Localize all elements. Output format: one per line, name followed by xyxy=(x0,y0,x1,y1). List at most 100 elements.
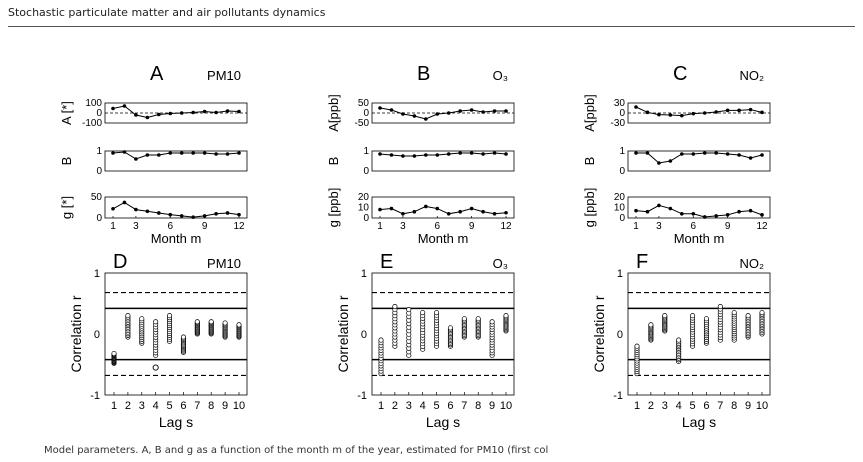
y-tick-label: 1 xyxy=(361,268,367,280)
x-axis-label: Lag s xyxy=(159,414,193,430)
lag-correlation-cluster xyxy=(194,319,200,337)
data-point xyxy=(714,214,718,218)
data-point xyxy=(424,117,428,121)
data-point xyxy=(714,151,718,155)
x-tick-label: 3 xyxy=(406,400,412,412)
header-rule xyxy=(8,26,855,27)
data-point xyxy=(134,157,138,161)
lag-correlation-cluster xyxy=(139,316,145,346)
data-point xyxy=(645,110,650,115)
data-point xyxy=(725,152,730,156)
x-tick-label: 4 xyxy=(153,400,159,412)
axes-box xyxy=(371,272,515,396)
lag-correlation-cluster xyxy=(717,303,723,343)
data-point xyxy=(214,110,218,115)
series-line xyxy=(379,107,506,120)
correlation-point xyxy=(222,320,228,326)
data-point xyxy=(145,209,150,214)
x-tick-label: 1 xyxy=(634,400,640,412)
data-point xyxy=(145,153,150,157)
y-tick-label: 1 xyxy=(619,146,625,157)
data-point xyxy=(122,200,127,205)
y-axis-label: A[ppb] xyxy=(326,94,341,132)
correlation-point xyxy=(461,316,467,322)
data-point xyxy=(634,105,638,109)
data-point xyxy=(237,151,241,155)
data-point xyxy=(122,104,127,108)
y-tick-label: 50 xyxy=(91,192,103,203)
lag-correlation-cluster xyxy=(489,319,495,358)
lag-correlation-cluster xyxy=(208,319,214,337)
correlation-point xyxy=(662,313,668,319)
x-tick-label: 5 xyxy=(689,400,695,412)
data-point xyxy=(168,151,173,155)
y-tick-label: 0 xyxy=(617,329,623,341)
x-tick-label: 10 xyxy=(500,400,512,412)
x-tick-label: 1 xyxy=(111,400,117,412)
data-point xyxy=(645,209,650,214)
data-point xyxy=(446,111,451,115)
lag-correlation-cluster xyxy=(125,313,131,340)
data-point xyxy=(504,109,508,113)
y-tick-label: 0 xyxy=(96,166,102,177)
data-point xyxy=(634,208,638,213)
x-tick-label: 8 xyxy=(208,400,214,412)
data-point xyxy=(657,203,661,208)
correlation-point xyxy=(634,343,640,349)
data-point xyxy=(134,207,138,212)
y-tick-label: 0 xyxy=(619,108,625,119)
correlation-point xyxy=(489,319,495,325)
y-axis-label: Correlation r xyxy=(591,295,607,372)
lag-correlation-cluster xyxy=(503,313,509,334)
data-point xyxy=(504,210,508,215)
x-axis-label: Month m xyxy=(418,231,469,246)
y-axis-label: g [*] xyxy=(59,196,74,219)
panel-letter: A xyxy=(150,63,164,85)
correlation-point xyxy=(378,337,384,343)
data-point xyxy=(111,106,115,111)
lag-correlation-cluster xyxy=(111,350,117,366)
y-tick-label: -1 xyxy=(613,390,623,402)
lag-correlation-cluster xyxy=(461,316,467,340)
data-point xyxy=(737,153,741,157)
data-point xyxy=(492,151,497,155)
data-point xyxy=(737,209,741,214)
lag-correlation-cluster xyxy=(662,313,668,334)
data-point xyxy=(225,109,230,113)
data-point xyxy=(191,151,195,155)
data-point xyxy=(378,207,382,212)
data-point xyxy=(168,111,173,116)
data-point xyxy=(191,215,195,219)
data-point xyxy=(389,108,394,112)
correlation-point xyxy=(139,316,145,322)
panel-title: O₃ xyxy=(493,68,508,83)
data-point xyxy=(378,152,382,156)
data-point xyxy=(469,206,474,211)
data-point xyxy=(122,150,127,154)
x-tick-label: 7 xyxy=(461,400,467,412)
data-point xyxy=(202,214,207,218)
panel-letter: C xyxy=(673,63,687,85)
y-axis-label: Correlation r xyxy=(68,295,84,372)
panel-letter: F xyxy=(636,251,648,273)
data-point xyxy=(748,107,753,112)
correlation-point xyxy=(434,310,440,316)
data-point xyxy=(401,112,405,116)
x-tick-label: 10 xyxy=(233,400,245,412)
correlation-point xyxy=(731,310,737,316)
y-tick-label: 100 xyxy=(85,98,102,109)
x-tick-label: 2 xyxy=(125,400,131,412)
x-tick-label: 9 xyxy=(202,221,208,232)
x-axis-label: Month m xyxy=(674,231,725,246)
y-tick-label: 50 xyxy=(358,98,370,109)
y-tick-label: 0 xyxy=(363,166,369,177)
data-point xyxy=(401,212,405,216)
lag-correlation-cluster xyxy=(745,313,751,340)
data-point xyxy=(668,113,673,117)
x-axis-label: Lag s xyxy=(682,414,716,430)
data-point xyxy=(657,161,661,165)
lag-correlation-cluster xyxy=(420,310,426,352)
x-axis-label: Lag s xyxy=(426,414,460,430)
x-tick-label: 1 xyxy=(377,221,383,232)
